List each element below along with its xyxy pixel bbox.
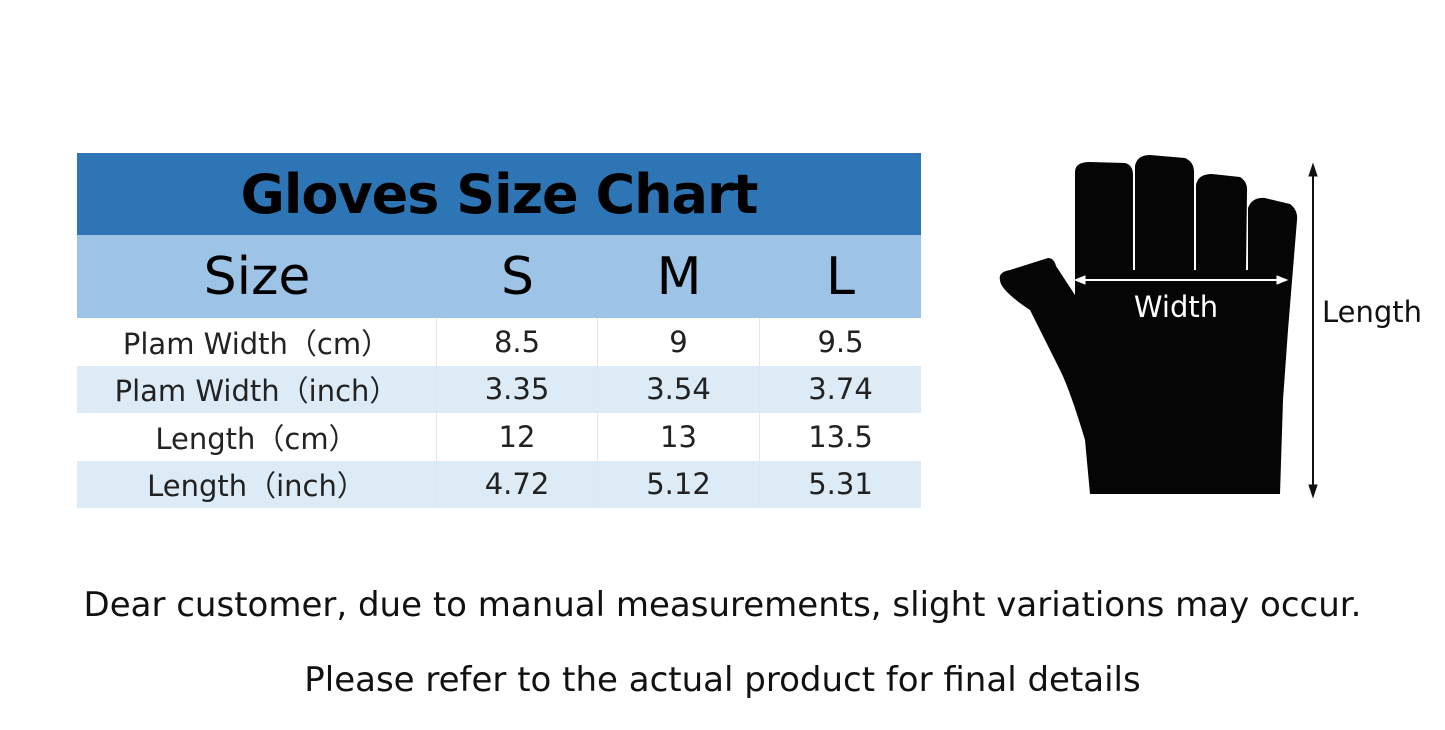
cell-m: 3.54 (598, 365, 760, 413)
header-l: L (826, 246, 855, 307)
cell-s: 4.72 (437, 460, 598, 508)
row-label: Length（inch） (77, 460, 437, 508)
row-label: Length（cm） (77, 413, 437, 461)
cell-m: 5.12 (598, 460, 760, 508)
row-label: Plam Width（cm） (77, 318, 437, 366)
cell-l: 5.31 (808, 467, 873, 502)
cell-m: 9 (598, 318, 760, 366)
length-arrow-icon (1308, 162, 1318, 499)
cell-s: 8.5 (437, 318, 598, 366)
header-size: Size (203, 246, 311, 307)
glove-diagram: Width Length (999, 155, 1422, 499)
measurement-note: Dear customer, due to manual measurement… (83, 585, 1362, 625)
table-row: Length（cm） 12 13 13.5 (77, 413, 921, 461)
size-chart-table: Gloves Size Chart Size S M L Plam Width（… (77, 153, 921, 508)
cell-m: 13 (598, 413, 760, 461)
header-m: M (656, 246, 702, 307)
width-label: Width (1134, 290, 1218, 324)
cell-l: 13.5 (808, 419, 873, 454)
table-row: Plam Width（cm） 8.5 9 9.5 (77, 318, 921, 366)
glove-icon (999, 155, 1298, 494)
cell-s: 3.35 (437, 365, 598, 413)
row-label: Plam Width（inch） (77, 365, 437, 413)
header-row: Size S M L (77, 235, 921, 318)
header-s: S (500, 246, 534, 307)
table-title: Gloves Size Chart (77, 153, 921, 235)
length-label: Length (1322, 295, 1422, 329)
cell-l: 9.5 (817, 324, 864, 359)
product-note: Please refer to the actual product for f… (304, 660, 1141, 700)
width-arrow-icon (1073, 275, 1289, 285)
cell-s: 12 (437, 413, 598, 461)
table-row: Length（inch） 4.72 5.12 5.31 (77, 460, 921, 508)
table-row: Plam Width（inch） 3.35 3.54 3.74 (77, 365, 921, 413)
cell-l: 3.74 (808, 372, 873, 407)
